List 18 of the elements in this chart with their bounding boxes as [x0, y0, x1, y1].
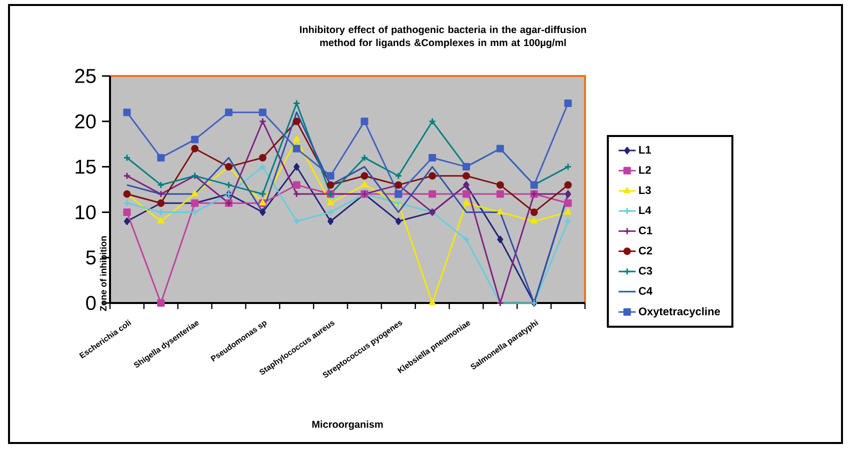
chart-title: Inhibitory effect of pathogenic bacteria in the agar-diffusion method for ligands &Complexes in mm at 100µg/ml — [300, 26, 586, 48]
legend-label: L3 — [639, 186, 651, 194]
y-tick-label: 10 — [76, 205, 96, 220]
legend-label: C1 — [638, 226, 652, 234]
legend-label: L2 — [639, 166, 651, 174]
y-tick-label: 20 — [75, 114, 96, 128]
legend-label: L1 — [639, 146, 651, 154]
legend-label: C2 — [638, 246, 652, 254]
legend-label: C3 — [638, 266, 652, 275]
y-tick-label: 25 — [75, 68, 96, 84]
y-axis-title: Zone of inhibition — [100, 236, 106, 311]
legend-label: C4 — [638, 287, 652, 295]
y-tick-label: 5 — [86, 250, 96, 265]
legend-label: Oxytetracycline — [638, 307, 720, 318]
y-tick-label: 0 — [86, 296, 96, 310]
x-axis-title: Microorganism — [312, 420, 383, 430]
legend-label: L4 — [639, 206, 652, 214]
y-tick-label: 15 — [76, 160, 96, 174]
